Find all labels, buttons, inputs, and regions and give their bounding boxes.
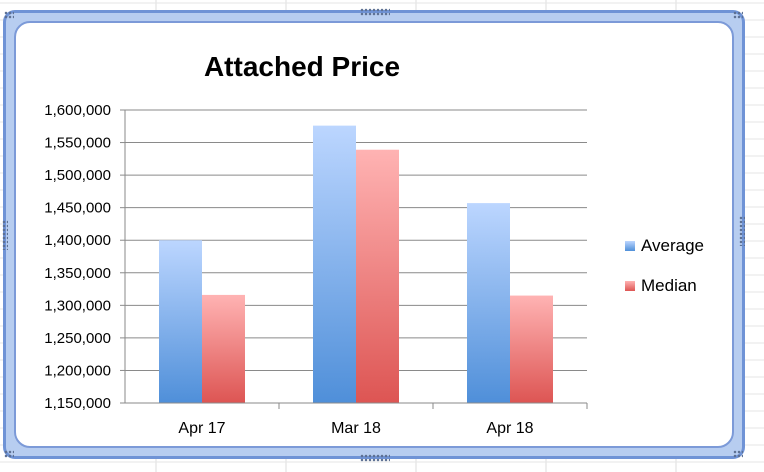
legend-swatch xyxy=(625,281,635,291)
average-bar xyxy=(313,125,356,404)
x-tick-label: Apr 17 xyxy=(178,420,225,437)
resize-handle-top-right[interactable] xyxy=(733,11,743,19)
resize-handle-top[interactable] xyxy=(360,8,390,16)
legend-swatch xyxy=(625,241,635,251)
y-tick-label: 1,550,000 xyxy=(44,135,111,152)
y-tick-label: 1,300,000 xyxy=(44,297,111,314)
legend-item-median: Median xyxy=(641,276,697,295)
resize-handle-bottom-left[interactable] xyxy=(4,450,14,458)
resize-handle-right[interactable] xyxy=(739,216,745,246)
resize-handle-bottom-right[interactable] xyxy=(733,450,743,458)
resize-handle-bottom[interactable] xyxy=(360,454,390,462)
y-tick-label: 1,250,000 xyxy=(44,330,111,347)
y-tick-label: 1,350,000 xyxy=(44,265,111,282)
median-bar xyxy=(356,149,399,403)
legend-item-average: Average xyxy=(641,236,704,255)
average-bar xyxy=(467,203,510,403)
resize-handle-left[interactable] xyxy=(2,220,8,250)
y-tick-label: 1,450,000 xyxy=(44,200,111,217)
y-tick-label: 1,600,000 xyxy=(44,102,111,119)
resize-handle-top-left[interactable] xyxy=(4,11,14,19)
y-tick-label: 1,200,000 xyxy=(44,362,111,379)
y-tick-label: 1,400,000 xyxy=(44,232,111,249)
chart-title: Attached Price xyxy=(204,51,400,82)
x-tick-label: Mar 18 xyxy=(331,420,381,437)
median-bar xyxy=(202,294,245,403)
y-tick-label: 1,500,000 xyxy=(44,167,111,184)
x-tick-label: Apr 18 xyxy=(486,420,533,437)
y-tick-label: 1,150,000 xyxy=(44,395,111,412)
median-bar xyxy=(510,295,553,403)
average-bar xyxy=(159,240,202,403)
